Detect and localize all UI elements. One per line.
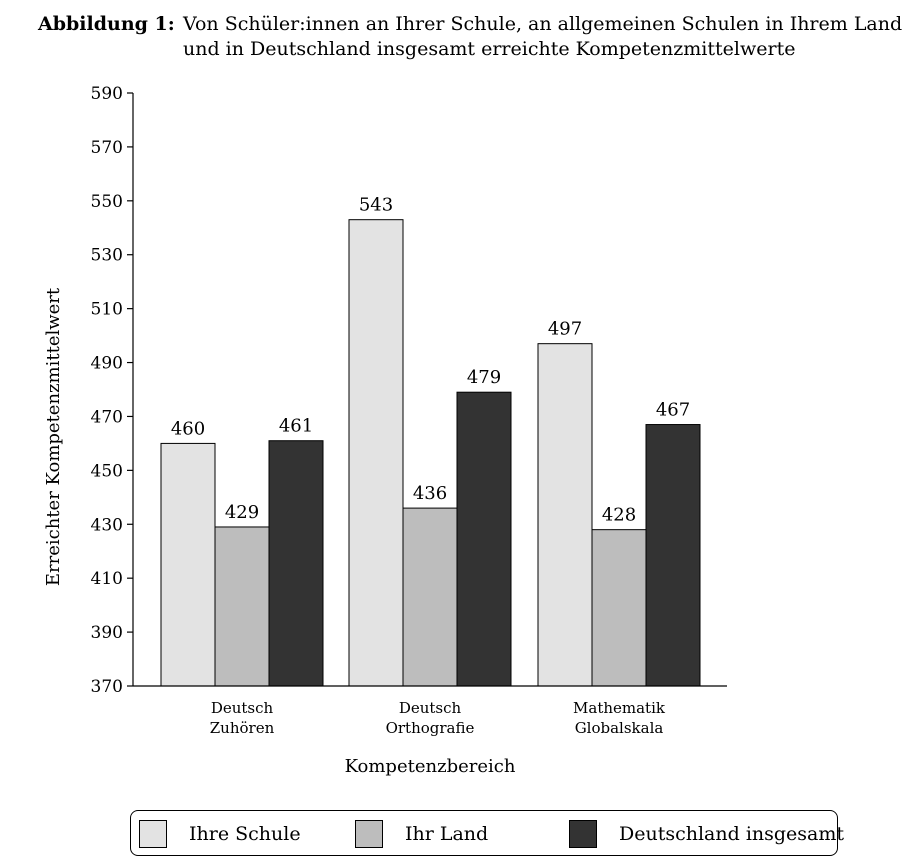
y-tick-label: 490 bbox=[91, 354, 123, 374]
legend-label-ihre-schule: Ihre Schule bbox=[189, 823, 301, 845]
bar-value-label: 497 bbox=[548, 319, 582, 340]
bar bbox=[160, 442, 216, 687]
y-tick-label: 570 bbox=[91, 138, 123, 158]
bar-value-label: 543 bbox=[359, 195, 393, 216]
bar-value-label: 436 bbox=[413, 483, 447, 504]
y-axis: 370 390 410 430 450 470 490 510 530 550 570 590 bbox=[91, 84, 134, 697]
legend: Ihre Schule Ihr Land Deutschland insgesa… bbox=[130, 810, 844, 856]
bar bbox=[268, 440, 324, 687]
y-tick-label: 550 bbox=[91, 192, 123, 212]
x-category-label: Mathematik Globalskala bbox=[573, 699, 666, 737]
y-tick-label: 510 bbox=[91, 300, 123, 320]
legend-label-deutschland-insgesamt: Deutschland insgesamt bbox=[619, 823, 845, 845]
x-category-label: Deutsch Zuhören bbox=[210, 699, 275, 737]
legend-swatch-ihr-land bbox=[355, 820, 383, 848]
y-tick-label: 530 bbox=[91, 246, 123, 266]
legend-label-ihr-land: Ihr Land bbox=[405, 823, 489, 845]
bar-value-label: 460 bbox=[171, 418, 205, 439]
y-tick-label: 590 bbox=[91, 84, 123, 104]
caption-text: Von Schüler:innen an Ihrer Schule, an al… bbox=[183, 13, 903, 60]
legend-item-ihr-land: Ihr Land bbox=[355, 819, 488, 849]
bar-value-label: 461 bbox=[279, 416, 313, 437]
bar bbox=[537, 343, 593, 687]
bar bbox=[214, 526, 270, 687]
bar-value-label: 479 bbox=[467, 367, 501, 388]
legend-swatch-ihre-schule bbox=[139, 820, 167, 848]
bar-value-label: 429 bbox=[225, 502, 259, 523]
y-tick-label: 450 bbox=[91, 461, 123, 481]
y-tick-label: 430 bbox=[91, 515, 123, 535]
bar bbox=[456, 391, 512, 687]
bar bbox=[645, 424, 701, 687]
value-labels-group: 460 429 461 543 436 479 497 428 467 bbox=[171, 195, 690, 526]
bar bbox=[402, 507, 458, 687]
bar-value-label: 467 bbox=[656, 400, 690, 421]
bar bbox=[591, 529, 647, 687]
y-tick-label: 470 bbox=[91, 407, 123, 427]
y-tick-label: 410 bbox=[91, 569, 123, 589]
legend-item-ihre-schule: Ihre Schule bbox=[139, 819, 301, 849]
y-tick-label: 370 bbox=[91, 677, 123, 697]
y-tick-label: 390 bbox=[91, 623, 123, 643]
bars-group bbox=[160, 219, 701, 687]
x-axis-title: Kompetenzbereich bbox=[345, 756, 516, 777]
x-category-label: Deutsch Orthografie bbox=[386, 699, 475, 737]
caption-label: Abbildung 1: bbox=[38, 13, 175, 35]
bar-chart: 370 390 410 430 450 470 490 510 530 550 570 590 460… bbox=[43, 84, 727, 777]
x-axis: Deutsch Zuhören Deutsch Orthografie Mathemat… bbox=[133, 685, 727, 737]
y-axis-title: Erreichter Kompetenzmittelwert bbox=[43, 287, 64, 586]
bar bbox=[348, 219, 404, 687]
legend-swatch-deutschland-insgesamt bbox=[569, 820, 597, 848]
legend-item-deutschland-insgesamt: Deutschland insgesamt bbox=[569, 819, 844, 849]
bar-value-label: 428 bbox=[602, 505, 636, 526]
